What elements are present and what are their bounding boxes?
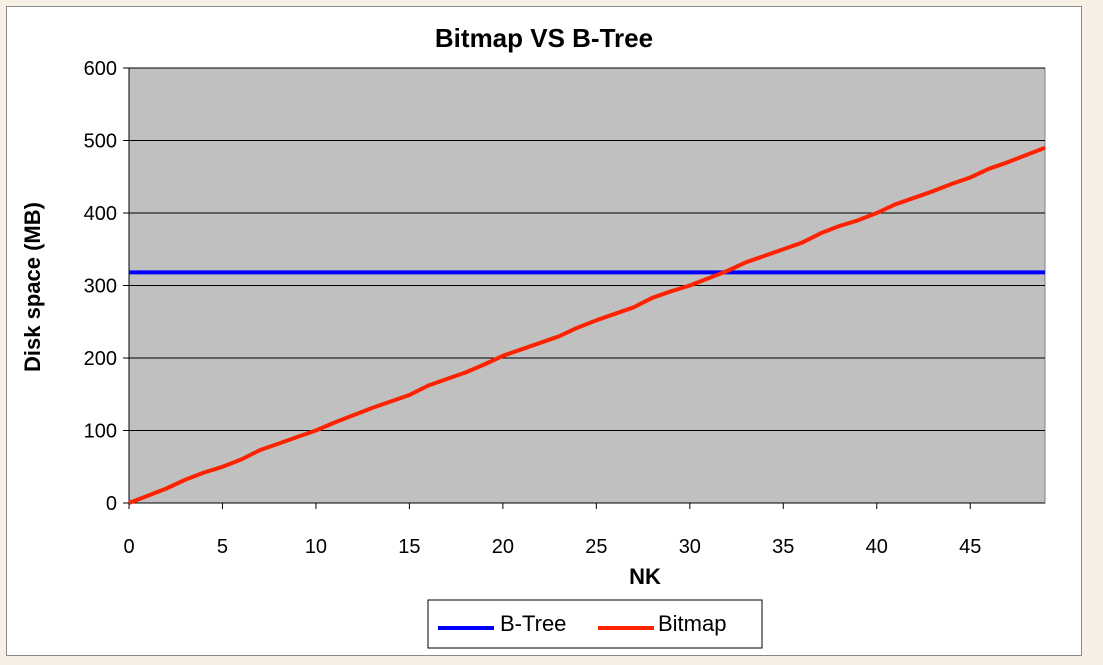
legend-label-b-tree: B-Tree [500, 611, 566, 636]
x-axis-title: NK [629, 564, 661, 589]
series-layer [128, 145, 1046, 505]
x-tick-label: 35 [772, 536, 794, 558]
y-tick-label: 600 [84, 58, 117, 80]
y-tick-label: 200 [84, 348, 117, 370]
legend-box [427, 599, 763, 649]
x-axis-ticks: 0 5 10 15 20 25 30 35 40 45 [123, 68, 1045, 558]
y-axis-ticks: 0 100 200 300 400 500 600 [84, 58, 129, 515]
x-tick-label: 45 [959, 536, 981, 558]
legend-items: B-Tree Bitmap [438, 611, 726, 636]
series-line-bitmap [128, 145, 1046, 505]
y-tick-label: 400 [84, 203, 117, 225]
chart-title: Bitmap VS B-Tree [435, 23, 653, 53]
y-axis-title: Disk space (MB) [20, 202, 45, 372]
x-tick-label: 0 [123, 536, 134, 558]
y-tick-label: 0 [106, 493, 117, 515]
legend-label-bitmap: Bitmap [658, 611, 726, 636]
x-tick-label: 15 [398, 536, 420, 558]
x-tick-label: 40 [866, 536, 888, 558]
x-tick-label: 20 [492, 536, 514, 558]
y-tick-label: 100 [84, 421, 117, 443]
x-tick-label: 25 [585, 536, 607, 558]
y-tick-label: 300 [84, 276, 117, 298]
x-tick-label: 5 [217, 536, 228, 558]
gridlines [129, 67, 1045, 431]
legend: B-Tree Bitmap [427, 599, 763, 649]
y-tick-label: 500 [84, 131, 117, 153]
x-tick-label: 10 [305, 536, 327, 558]
x-tick-label: 30 [679, 536, 701, 558]
